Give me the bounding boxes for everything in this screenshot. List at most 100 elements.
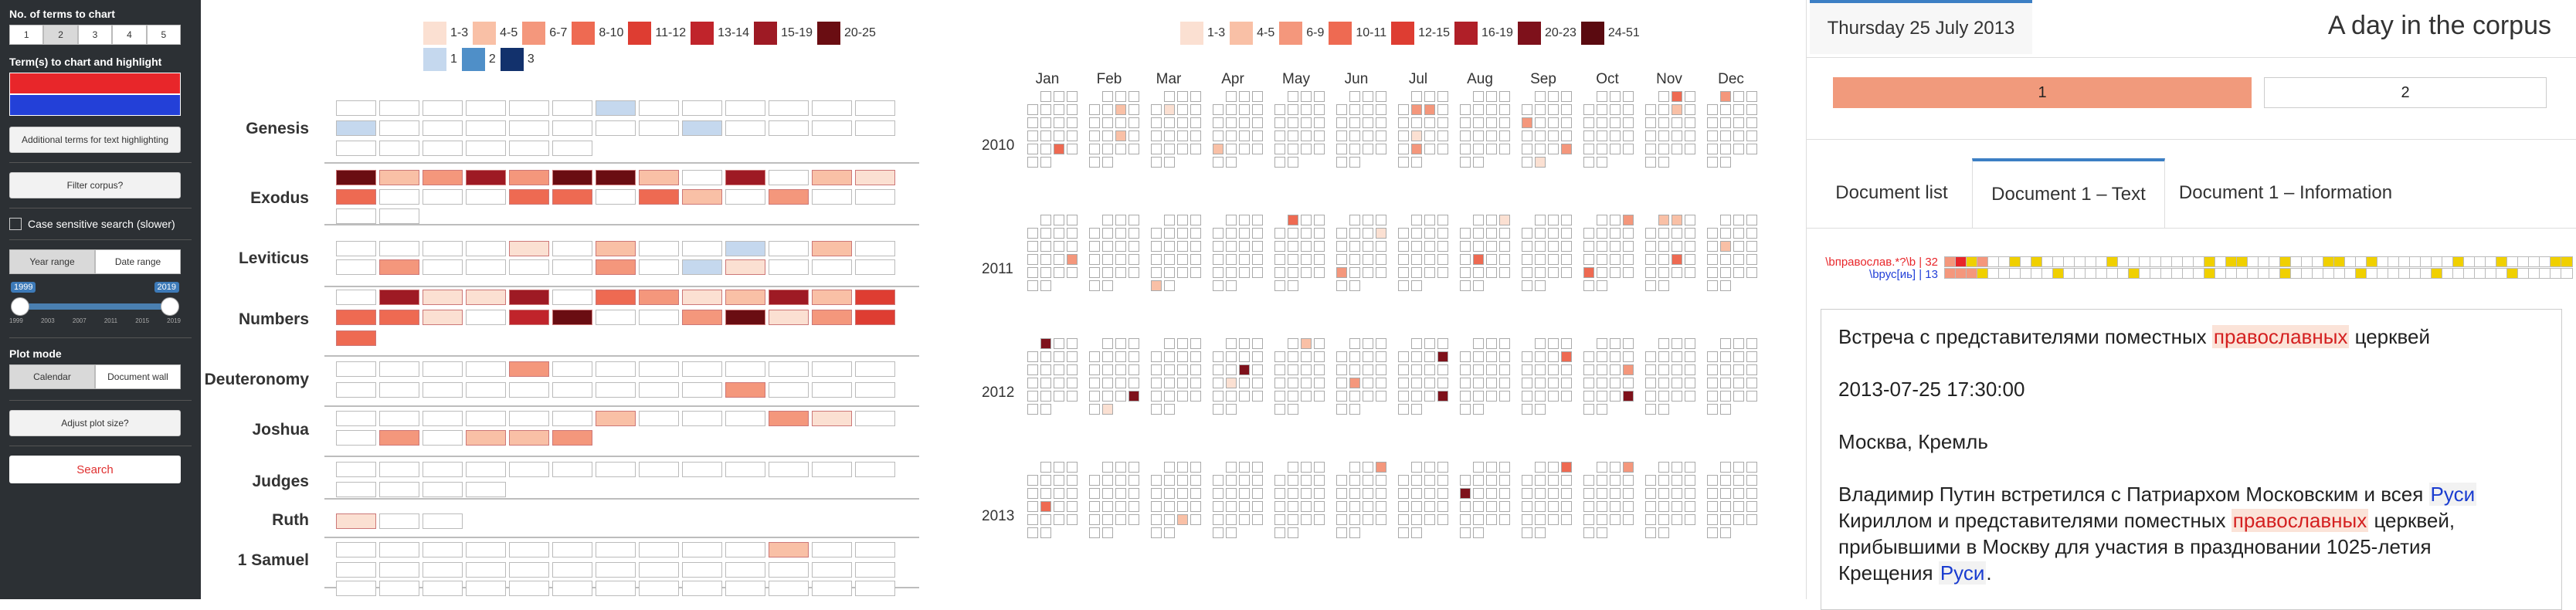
calendar-day-cell[interactable] bbox=[1535, 501, 1546, 512]
chapter-cell[interactable] bbox=[509, 542, 549, 557]
calendar-day-cell[interactable] bbox=[1746, 364, 1757, 375]
calendar-day-cell[interactable] bbox=[1239, 117, 1250, 128]
calendar-day-cell[interactable] bbox=[1274, 514, 1285, 525]
chapter-cell[interactable] bbox=[509, 100, 549, 116]
calendar-day-cell[interactable] bbox=[1672, 117, 1682, 128]
chapter-cell[interactable] bbox=[639, 259, 679, 275]
calendar-day-cell[interactable] bbox=[1733, 488, 1744, 499]
chapter-cell[interactable] bbox=[682, 170, 722, 185]
calendar-day-cell[interactable] bbox=[1720, 378, 1731, 388]
calendar-day-cell[interactable] bbox=[1733, 130, 1744, 141]
calendar-day-cell[interactable] bbox=[1067, 117, 1078, 128]
calendar-day-cell[interactable] bbox=[1486, 364, 1497, 375]
chapter-cell[interactable] bbox=[552, 290, 592, 305]
tab-document-text[interactable]: Document 1 – Text bbox=[1972, 158, 2165, 228]
calendar-day-cell[interactable] bbox=[1411, 501, 1422, 512]
calendar-day-cell[interactable] bbox=[1411, 130, 1422, 141]
calendar-day-cell[interactable] bbox=[1610, 475, 1621, 486]
chapter-cell[interactable] bbox=[336, 189, 376, 205]
calendar-day-cell[interactable] bbox=[1610, 351, 1621, 362]
calendar-day-cell[interactable] bbox=[1239, 104, 1250, 115]
calendar-day-cell[interactable] bbox=[1561, 117, 1572, 128]
chapter-cell[interactable] bbox=[552, 259, 592, 275]
calendar-day-cell[interactable] bbox=[1151, 501, 1162, 512]
calendar-day-cell[interactable] bbox=[1301, 117, 1312, 128]
calendar-day-cell[interactable] bbox=[1252, 338, 1263, 349]
calendar-mode-button[interactable]: Calendar bbox=[9, 364, 95, 389]
calendar-day-cell[interactable] bbox=[1398, 404, 1409, 415]
chapter-cell[interactable] bbox=[639, 411, 679, 426]
calendar-day-cell[interactable] bbox=[1685, 338, 1695, 349]
calendar-day-cell[interactable] bbox=[1213, 144, 1224, 154]
chapter-cell[interactable] bbox=[855, 562, 895, 578]
calendar-day-cell[interactable] bbox=[1623, 267, 1634, 278]
calendar-day-cell[interactable] bbox=[1288, 378, 1298, 388]
calendar-day-cell[interactable] bbox=[1190, 254, 1201, 265]
calendar-day-cell[interactable] bbox=[1658, 91, 1669, 102]
calendar-day-cell[interactable] bbox=[1027, 130, 1038, 141]
calendar-day-cell[interactable] bbox=[1535, 514, 1546, 525]
calendar-day-cell[interactable] bbox=[1190, 364, 1201, 375]
calendar-day-cell[interactable] bbox=[1376, 144, 1386, 154]
calendar-day-cell[interactable] bbox=[1583, 488, 1594, 499]
calendar-day-cell[interactable] bbox=[1672, 351, 1682, 362]
chapter-cell[interactable] bbox=[423, 120, 463, 136]
chapter-cell[interactable] bbox=[639, 382, 679, 398]
calendar-day-cell[interactable] bbox=[1548, 475, 1559, 486]
calendar-day-cell[interactable] bbox=[1128, 475, 1139, 486]
chapter-cell[interactable] bbox=[769, 542, 809, 557]
calendar-day-cell[interactable] bbox=[1314, 254, 1325, 265]
calendar-day-cell[interactable] bbox=[1027, 254, 1038, 265]
calendar-day-cell[interactable] bbox=[1336, 351, 1347, 362]
calendar-day-cell[interactable] bbox=[1151, 144, 1162, 154]
calendar-day-cell[interactable] bbox=[1067, 130, 1078, 141]
calendar-day-cell[interactable] bbox=[1561, 228, 1572, 239]
calendar-day-cell[interactable] bbox=[1746, 391, 1757, 402]
calendar-day-cell[interactable] bbox=[1522, 514, 1532, 525]
calendar-day-cell[interactable] bbox=[1115, 241, 1126, 252]
calendar-day-cell[interactable] bbox=[1645, 144, 1656, 154]
chapter-cell[interactable] bbox=[855, 462, 895, 477]
calendar-day-cell[interactable] bbox=[1363, 241, 1373, 252]
calendar-day-cell[interactable] bbox=[1027, 378, 1038, 388]
calendar-day-cell[interactable] bbox=[1164, 254, 1175, 265]
calendar-day-cell[interactable] bbox=[1486, 215, 1497, 225]
calendar-day-cell[interactable] bbox=[1623, 104, 1634, 115]
calendar-day-cell[interactable] bbox=[1213, 267, 1224, 278]
calendar-day-cell[interactable] bbox=[1376, 117, 1386, 128]
calendar-day-cell[interactable] bbox=[1733, 91, 1744, 102]
calendar-day-cell[interactable] bbox=[1336, 254, 1347, 265]
calendar-day-cell[interactable] bbox=[1561, 241, 1572, 252]
calendar-day-cell[interactable] bbox=[1102, 130, 1113, 141]
calendar-day-cell[interactable] bbox=[1040, 117, 1051, 128]
calendar-day-cell[interactable] bbox=[1424, 228, 1435, 239]
calendar-day-cell[interactable] bbox=[1252, 117, 1263, 128]
calendar-day-cell[interactable] bbox=[1548, 228, 1559, 239]
calendar-day-cell[interactable] bbox=[1314, 117, 1325, 128]
calendar-day-cell[interactable] bbox=[1473, 267, 1484, 278]
calendar-day-cell[interactable] bbox=[1720, 91, 1731, 102]
calendar-day-cell[interactable] bbox=[1190, 144, 1201, 154]
chapter-cell[interactable] bbox=[682, 120, 722, 136]
calendar-day-cell[interactable] bbox=[1411, 228, 1422, 239]
calendar-day-cell[interactable] bbox=[1473, 351, 1484, 362]
chapter-cell[interactable] bbox=[379, 290, 419, 305]
calendar-day-cell[interactable] bbox=[1645, 117, 1656, 128]
calendar-day-cell[interactable] bbox=[1561, 144, 1572, 154]
calendar-day-cell[interactable] bbox=[1213, 391, 1224, 402]
chapter-cell[interactable] bbox=[509, 290, 549, 305]
calendar-day-cell[interactable] bbox=[1040, 91, 1051, 102]
calendar-day-cell[interactable] bbox=[1164, 404, 1175, 415]
calendar-day-cell[interactable] bbox=[1336, 488, 1347, 499]
calendar-day-cell[interactable] bbox=[1522, 351, 1532, 362]
calendar-day-cell[interactable] bbox=[1288, 391, 1298, 402]
calendar-day-cell[interactable] bbox=[1720, 351, 1731, 362]
chapter-cell[interactable] bbox=[596, 310, 636, 325]
calendar-day-cell[interactable] bbox=[1424, 241, 1435, 252]
calendar-day-cell[interactable] bbox=[1424, 475, 1435, 486]
calendar-day-cell[interactable] bbox=[1411, 404, 1422, 415]
calendar-day-cell[interactable] bbox=[1707, 501, 1718, 512]
calendar-day-cell[interactable] bbox=[1040, 404, 1051, 415]
chapter-cell[interactable] bbox=[812, 290, 852, 305]
calendar-day-cell[interactable] bbox=[1164, 228, 1175, 239]
